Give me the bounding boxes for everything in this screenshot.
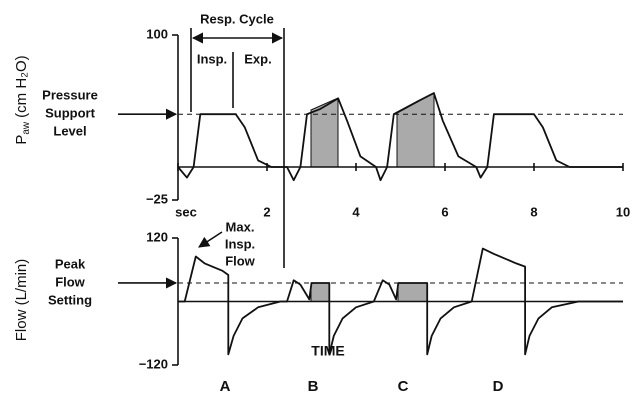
annotation: Insp. [197, 51, 227, 66]
y-axis-label: Flow (L/min) [13, 259, 30, 342]
y-label-part: (cm H₂O) [13, 55, 30, 117]
annotation: Exp. [244, 51, 271, 66]
panel-label: C [398, 378, 409, 395]
shaded-area [310, 97, 339, 168]
x-tick-label: 2 [263, 204, 270, 219]
y-tick-label: 100 [146, 26, 168, 41]
reference-label: Level [53, 124, 86, 139]
panel-label: B [308, 378, 319, 395]
reference-label: Support [45, 106, 95, 121]
x-tick-label: 6 [441, 204, 448, 219]
x-axis-label: TIME [311, 343, 344, 359]
x-tick-label: 4 [352, 204, 360, 219]
y-label-part: P [13, 135, 30, 145]
x-tick-label: 10 [616, 204, 630, 219]
reference-label: Setting [48, 292, 92, 307]
y-tick-label: 120 [146, 229, 168, 244]
reference-label: Flow [55, 274, 85, 289]
panel-label: A [220, 378, 231, 395]
panel-label: D [493, 378, 504, 395]
annotation: Max. [226, 219, 255, 234]
annotation: Flow [225, 253, 255, 268]
reference-label: Pressure [42, 88, 98, 103]
waveform [178, 247, 623, 356]
x-tick-label: 8 [530, 204, 537, 219]
y-label-part: aw [21, 121, 32, 135]
y-tick-label: −25 [146, 191, 168, 206]
shaded-area [310, 282, 330, 302]
y-axis-label: Paw (cm H₂O) [13, 55, 32, 144]
waveform [177, 92, 623, 182]
x-tick-label: sec [175, 204, 197, 219]
annotation: Insp. [225, 236, 255, 251]
y-tick-label: −120 [139, 356, 168, 371]
shaded-area [396, 92, 435, 168]
annotation-arrow [198, 231, 223, 248]
shaded-area [397, 282, 428, 302]
annotation: Resp. Cycle [200, 11, 274, 26]
reference-label: Peak [55, 256, 86, 271]
